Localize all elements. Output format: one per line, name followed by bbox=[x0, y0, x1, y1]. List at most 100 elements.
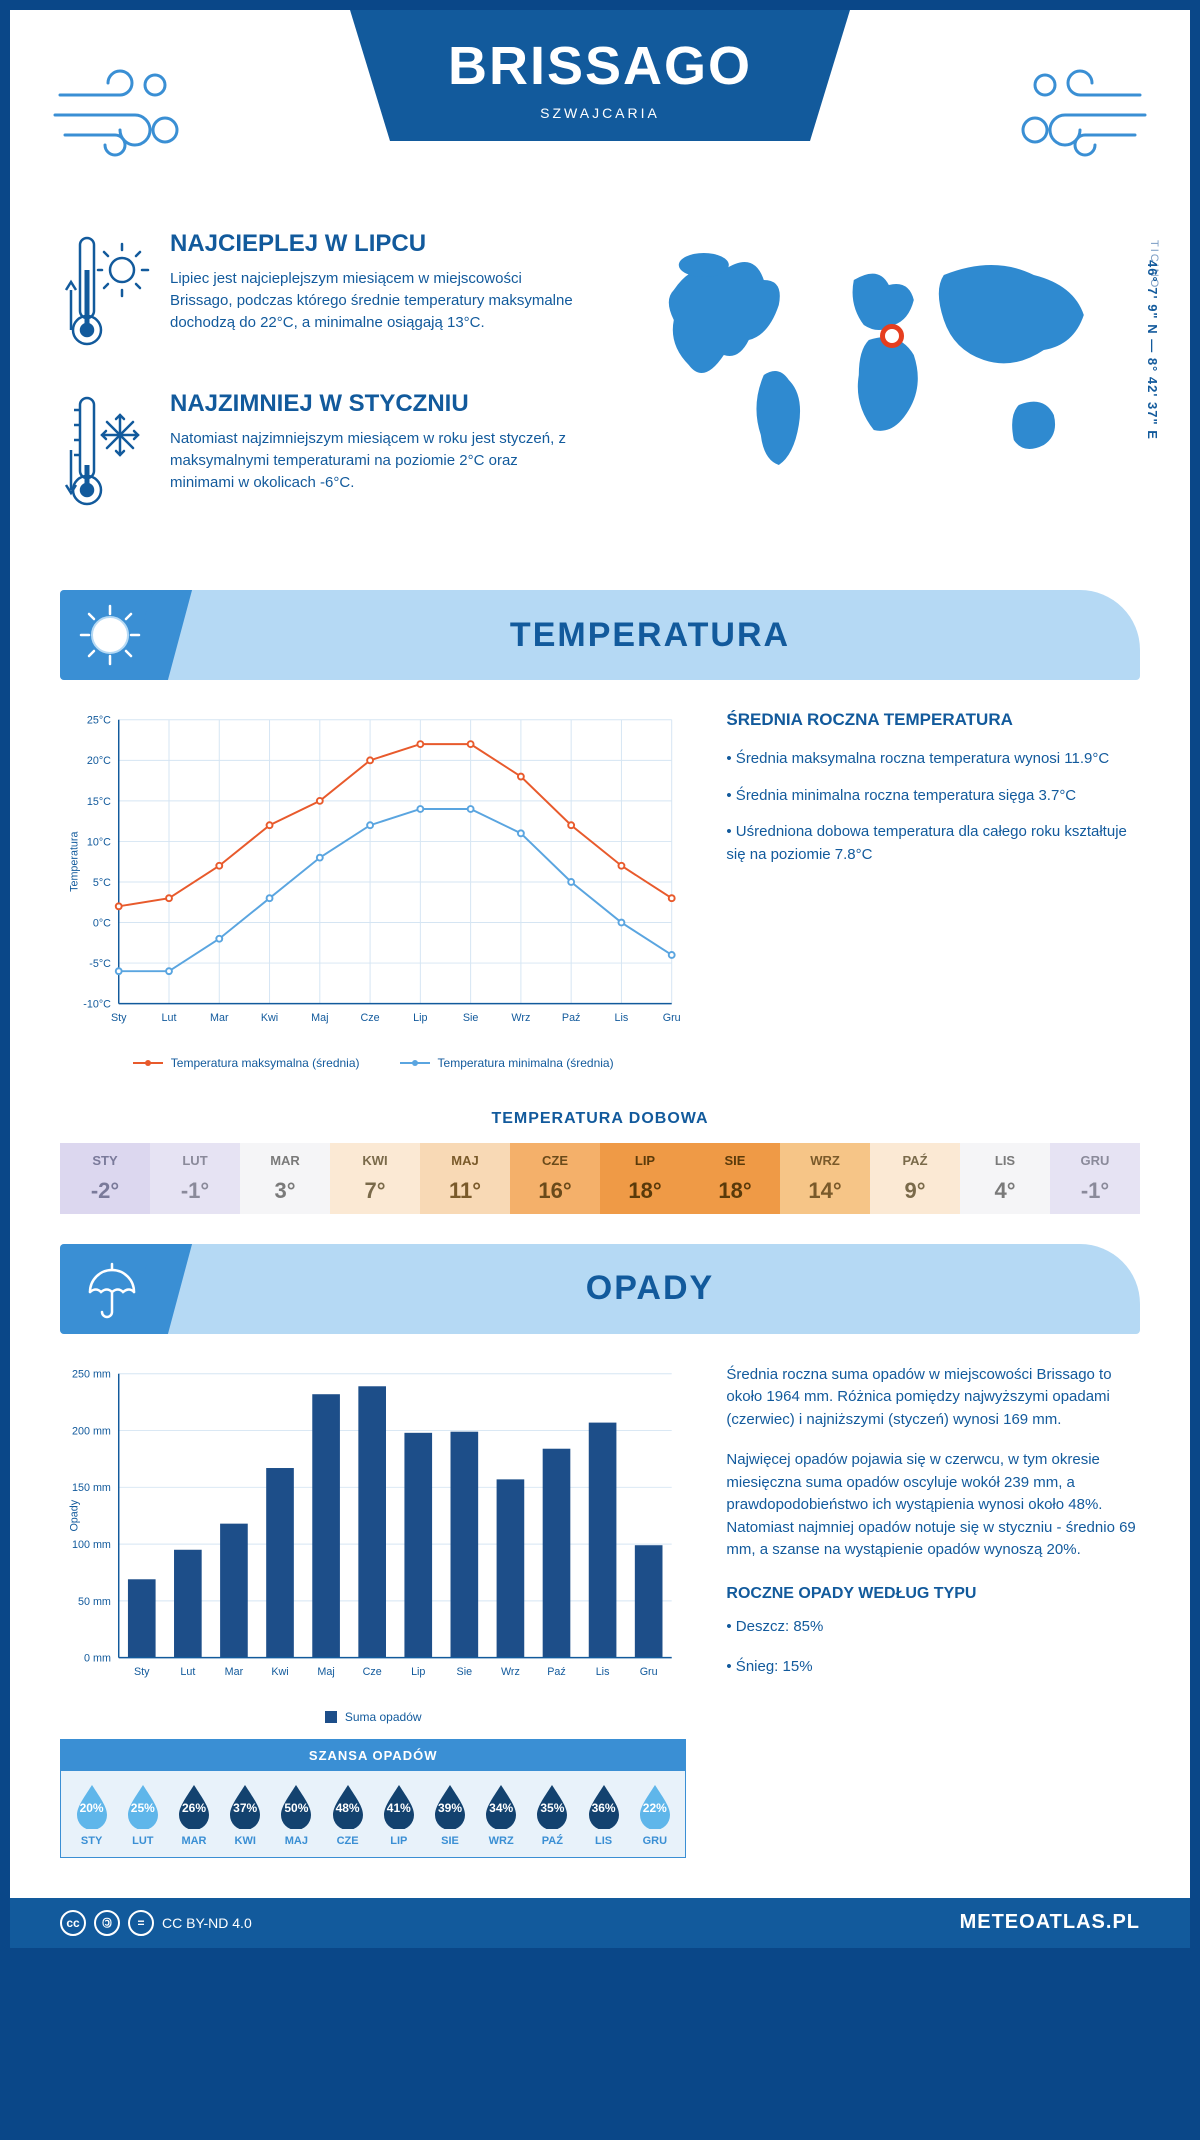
svg-text:Temperatura: Temperatura bbox=[69, 832, 81, 892]
temp-legend: Temperatura maksymalna (średnia) Tempera… bbox=[60, 1056, 686, 1070]
svg-text:Lis: Lis bbox=[596, 1666, 610, 1678]
temperature-banner: TEMPERATURA bbox=[60, 590, 1140, 680]
svg-text:-10°C: -10°C bbox=[83, 999, 111, 1011]
precip-type-1: • Deszcz: 85% bbox=[726, 1616, 1140, 1639]
by-icon: 🄯 bbox=[94, 1910, 120, 1936]
daily-cell: GRU -1° bbox=[1050, 1143, 1140, 1214]
daily-cell: PAŹ 9° bbox=[870, 1143, 960, 1214]
svg-text:Lut: Lut bbox=[162, 1012, 177, 1024]
svg-text:50 mm: 50 mm bbox=[78, 1596, 111, 1608]
svg-text:Mar: Mar bbox=[225, 1666, 244, 1678]
svg-text:200 mm: 200 mm bbox=[72, 1425, 111, 1437]
precip-banner: OPADY bbox=[60, 1244, 1140, 1334]
coldest-block: NAJZIMNIEJ W STYCZNIU Natomiast najzimni… bbox=[60, 390, 578, 520]
temperature-body: -10°C-5°C0°C5°C10°C15°C20°C25°CStyLutMar… bbox=[10, 700, 1190, 1090]
svg-text:Lip: Lip bbox=[411, 1666, 425, 1678]
city-name: BRISSAGO bbox=[430, 35, 770, 97]
temp-summary-title: ŚREDNIA ROCZNA TEMPERATURA bbox=[726, 710, 1140, 730]
chance-cell: 50% MAJ bbox=[271, 1781, 322, 1847]
chance-cell: 35% PAŹ bbox=[527, 1781, 578, 1847]
chance-cell: 39% SIE bbox=[424, 1781, 475, 1847]
svg-text:0°C: 0°C bbox=[93, 917, 111, 929]
precip-para-1: Średnia roczna suma opadów w miejscowośc… bbox=[726, 1364, 1140, 1432]
svg-text:Maj: Maj bbox=[311, 1012, 328, 1024]
chance-cell: 48% CZE bbox=[322, 1781, 373, 1847]
daily-cell: KWI 7° bbox=[330, 1143, 420, 1214]
wind-icon-right bbox=[1010, 50, 1150, 170]
temp-bullet-3: • Uśredniona dobowa temperatura dla całe… bbox=[726, 821, 1140, 866]
svg-text:Wrz: Wrz bbox=[511, 1012, 530, 1024]
coldest-desc: Natomiast najzimniejszym miesiącem w rok… bbox=[170, 428, 578, 493]
license-block: cc 🄯 = CC BY-ND 4.0 bbox=[60, 1910, 252, 1936]
chance-cell: 26% MAR bbox=[168, 1781, 219, 1847]
daily-cell: LUT -1° bbox=[150, 1143, 240, 1214]
chance-cell: 37% KWI bbox=[220, 1781, 271, 1847]
svg-text:Mar: Mar bbox=[210, 1012, 229, 1024]
chance-table: SZANSA OPADÓW 20% STY 25% LUT 26% MAR 37… bbox=[60, 1739, 686, 1858]
daily-cell: LIP 18° bbox=[600, 1143, 690, 1214]
chance-cell: 36% LIS bbox=[578, 1781, 629, 1847]
warmest-text: NAJCIEPLEJ W LIPCU Lipiec jest najcieple… bbox=[170, 230, 578, 360]
coldest-text: NAJZIMNIEJ W STYCZNIU Natomiast najzimni… bbox=[170, 390, 578, 520]
warmest-block: NAJCIEPLEJ W LIPCU Lipiec jest najcieple… bbox=[60, 230, 578, 360]
svg-text:20°C: 20°C bbox=[87, 755, 111, 767]
svg-text:25°C: 25°C bbox=[87, 715, 111, 727]
svg-text:0 mm: 0 mm bbox=[84, 1652, 111, 1664]
map-panel: TICINO 46° 7' 9" N — 8° 42' 37" E bbox=[608, 230, 1140, 550]
svg-text:Lip: Lip bbox=[413, 1012, 427, 1024]
title-banner: BRISSAGO SZWAJCARIA bbox=[350, 10, 850, 141]
thermometer-sun-icon bbox=[60, 230, 150, 360]
precip-legend: Suma opadów bbox=[60, 1710, 686, 1724]
coldest-title: NAJZIMNIEJ W STYCZNIU bbox=[170, 390, 578, 418]
license-text: CC BY-ND 4.0 bbox=[162, 1915, 252, 1931]
cc-icon: cc bbox=[60, 1910, 86, 1936]
svg-text:Sie: Sie bbox=[457, 1666, 473, 1678]
daily-cell: CZE 16° bbox=[510, 1143, 600, 1214]
nd-icon: = bbox=[128, 1910, 154, 1936]
header: BRISSAGO SZWAJCARIA bbox=[10, 10, 1190, 210]
svg-text:100 mm: 100 mm bbox=[72, 1539, 111, 1551]
svg-text:Cze: Cze bbox=[361, 1012, 380, 1024]
precip-type-title: ROCZNE OPADY WEDŁUG TYPU bbox=[726, 1582, 1140, 1606]
daily-cell: MAJ 11° bbox=[420, 1143, 510, 1214]
legend-sum: Suma opadów bbox=[325, 1710, 422, 1724]
coordinates-label: 46° 7' 9" N — 8° 42' 37" E bbox=[1145, 260, 1160, 440]
footer: cc 🄯 = CC BY-ND 4.0 METEOATLAS.PL bbox=[10, 1898, 1190, 1948]
svg-text:Lis: Lis bbox=[615, 1012, 629, 1024]
world-map bbox=[608, 230, 1140, 490]
temperature-title: TEMPERATURA bbox=[160, 616, 1140, 655]
svg-text:Opady: Opady bbox=[69, 1499, 81, 1531]
svg-text:Sty: Sty bbox=[111, 1012, 127, 1024]
daily-cell: STY -2° bbox=[60, 1143, 150, 1214]
chance-cell: 34% WRZ bbox=[476, 1781, 527, 1847]
svg-text:Cze: Cze bbox=[363, 1666, 382, 1678]
warmest-desc: Lipiec jest najcieplejszym miesiącem w m… bbox=[170, 268, 578, 333]
chance-cell: 25% LUT bbox=[117, 1781, 168, 1847]
chance-title: SZANSA OPADÓW bbox=[61, 1740, 685, 1771]
daily-cell: SIE 18° bbox=[690, 1143, 780, 1214]
svg-text:Gru: Gru bbox=[640, 1666, 658, 1678]
svg-text:250 mm: 250 mm bbox=[72, 1368, 111, 1380]
svg-text:150 mm: 150 mm bbox=[72, 1482, 111, 1494]
daily-temp-table: STY -2° LUT -1° MAR 3° KWI 7° MAJ 11° CZ… bbox=[60, 1143, 1140, 1214]
precip-summary: Średnia roczna suma opadów w miejscowośc… bbox=[726, 1364, 1140, 1858]
legend-min: Temperatura minimalna (średnia) bbox=[400, 1056, 614, 1070]
location-marker bbox=[880, 324, 904, 348]
svg-text:Sie: Sie bbox=[463, 1012, 479, 1024]
temp-bullet-1: • Średnia maksymalna roczna temperatura … bbox=[726, 748, 1140, 771]
precip-chart: 0 mm50 mm100 mm150 mm200 mm250 mmStyLutM… bbox=[60, 1364, 686, 1858]
svg-text:Kwi: Kwi bbox=[271, 1666, 288, 1678]
chance-cell: 20% STY bbox=[66, 1781, 117, 1847]
thermometer-snow-icon bbox=[60, 390, 150, 520]
precip-title: OPADY bbox=[160, 1269, 1140, 1308]
page: BRISSAGO SZWAJCARIA bbox=[10, 10, 1190, 1948]
daily-temp-title: TEMPERATURA DOBOWA bbox=[10, 1110, 1190, 1128]
svg-text:5°C: 5°C bbox=[93, 877, 111, 889]
umbrella-icon bbox=[60, 1244, 160, 1334]
temperature-summary: ŚREDNIA ROCZNA TEMPERATURA • Średnia mak… bbox=[726, 710, 1140, 1070]
chance-cell: 41% LIP bbox=[373, 1781, 424, 1847]
svg-text:Maj: Maj bbox=[317, 1666, 334, 1678]
legend-max: Temperatura maksymalna (średnia) bbox=[133, 1056, 360, 1070]
svg-text:Wrz: Wrz bbox=[501, 1666, 520, 1678]
svg-text:10°C: 10°C bbox=[87, 836, 111, 848]
